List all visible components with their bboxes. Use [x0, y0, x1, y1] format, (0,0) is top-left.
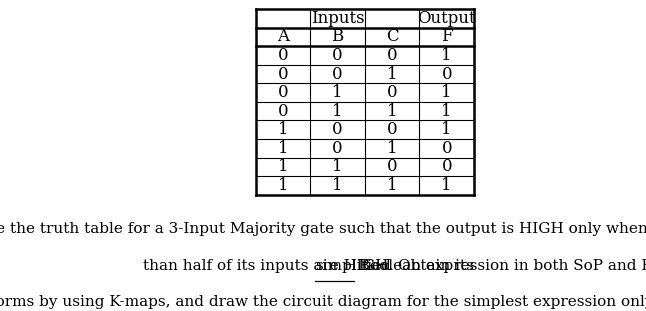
Text: 1: 1 [332, 158, 343, 175]
Text: C: C [386, 29, 399, 45]
Text: Inputs: Inputs [311, 10, 364, 27]
Text: 1: 1 [387, 177, 397, 194]
Text: 1: 1 [278, 158, 288, 175]
Text: F: F [441, 29, 453, 45]
Text: 1: 1 [278, 121, 288, 138]
Text: simplified: simplified [315, 258, 391, 272]
Text: 0: 0 [332, 66, 343, 82]
Text: 1: 1 [332, 177, 343, 194]
Text: 0: 0 [441, 158, 452, 175]
Text: 0: 0 [332, 140, 343, 157]
Text: 1: 1 [387, 66, 397, 82]
Text: 1: 1 [387, 140, 397, 157]
Text: 1: 1 [387, 103, 397, 120]
Text: 1: 1 [278, 140, 288, 157]
Text: Boolean expression in both SoP and PoS: Boolean expression in both SoP and PoS [353, 258, 646, 272]
Text: than half of its inputs are HIGH. Obtain its: than half of its inputs are HIGH. Obtain… [143, 258, 479, 272]
Text: 1: 1 [441, 121, 452, 138]
Text: 0: 0 [278, 84, 288, 101]
Text: 0: 0 [387, 47, 397, 64]
Text: 1: 1 [441, 84, 452, 101]
Text: 1: 1 [278, 177, 288, 194]
Text: forms by using K-maps, and draw the circuit diagram for the simplest expression : forms by using K-maps, and draw the circ… [0, 295, 646, 309]
Text: 0: 0 [387, 84, 397, 101]
Text: A: A [277, 29, 289, 45]
Text: 1: 1 [332, 103, 343, 120]
Text: 0: 0 [387, 158, 397, 175]
Text: 0: 0 [441, 140, 452, 157]
Text: 1: 1 [441, 103, 452, 120]
Text: 1: 1 [441, 47, 452, 64]
Text: 0: 0 [278, 103, 288, 120]
Text: 0: 0 [387, 121, 397, 138]
Text: Output: Output [417, 10, 476, 27]
Text: 0: 0 [332, 121, 343, 138]
Text: Derive the truth table for a 3-Input Majority gate such that the output is HIGH : Derive the truth table for a 3-Input Maj… [0, 222, 646, 236]
Text: 1: 1 [441, 177, 452, 194]
Text: B: B [331, 29, 344, 45]
Text: 0: 0 [278, 66, 288, 82]
Text: 0: 0 [278, 47, 288, 64]
Text: 1: 1 [332, 84, 343, 101]
Text: 0: 0 [441, 66, 452, 82]
Text: 0: 0 [332, 47, 343, 64]
